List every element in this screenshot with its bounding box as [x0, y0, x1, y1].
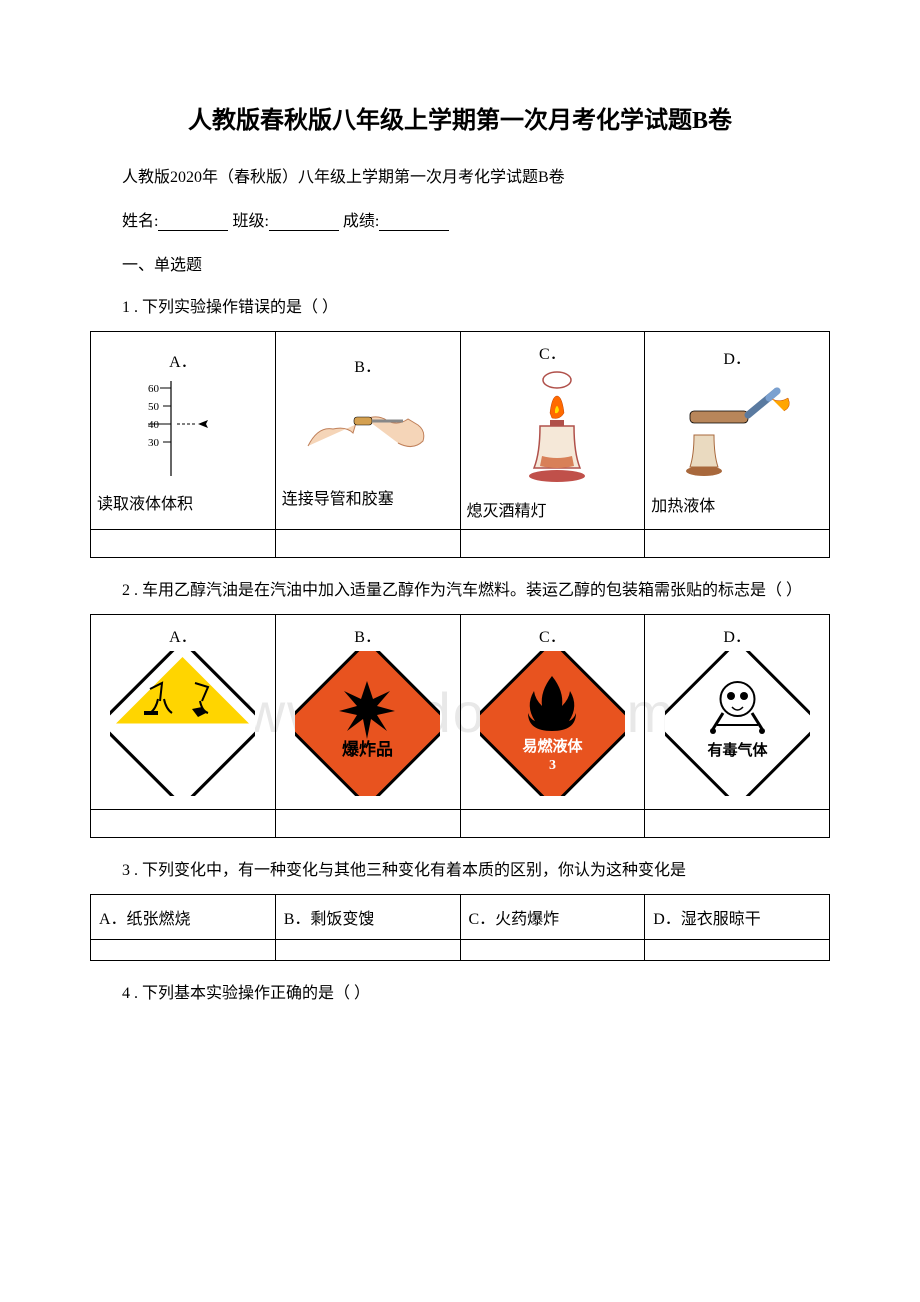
- svg-text:50: 50: [148, 401, 160, 413]
- q2-c-label: C．: [467, 623, 639, 647]
- class-label: 班级:: [232, 213, 268, 230]
- alcohol-lamp-icon: [502, 368, 602, 488]
- heat-liquid-icon: [672, 373, 802, 483]
- question-1-table: A． 60 50 40 30 读取液体体积 B．: [90, 331, 830, 558]
- q1-d-label: D．: [651, 345, 823, 369]
- q2-b-label: B．: [282, 623, 454, 647]
- question-3-text: 3 . 下列变化中，有一种变化与其他三种变化有着本质的区别，你认为这种变化是: [90, 856, 830, 880]
- q1-d-caption: 加热液体: [651, 488, 823, 516]
- form-line: 姓名: 班级: 成绩:: [90, 207, 830, 231]
- q1-b-label: B．: [282, 353, 454, 377]
- name-label: 姓名:: [122, 213, 158, 230]
- question-2-table: A． 腐蚀品 8 B．: [90, 614, 830, 838]
- subtitle: 人教版2020年（春秋版）八年级上学期第一次月考化学试题B卷: [90, 163, 830, 187]
- q2-d-label: D．: [651, 623, 823, 647]
- svg-text:8: 8: [179, 755, 187, 771]
- page-content: 人教版春秋版八年级上学期第一次月考化学试题B卷 人教版2020年（春秋版）八年级…: [90, 100, 830, 1003]
- connect-tube-icon: [298, 381, 438, 476]
- q1-a-label: A．: [97, 348, 269, 372]
- q3-option-a: A．纸张燃烧: [91, 895, 276, 940]
- question-4-text: 4 . 下列基本实验操作正确的是（ ）: [90, 979, 830, 1003]
- class-blank: [269, 213, 339, 231]
- q3-option-c: C．火药爆炸: [460, 895, 645, 940]
- question-3-table: A．纸张燃烧 B．剩饭变馊 C．火药爆炸 D．湿衣服晾干: [90, 894, 830, 961]
- q1-b-caption: 连接导管和胶塞: [282, 481, 454, 509]
- q1-c-caption: 熄灭酒精灯: [467, 493, 639, 521]
- svg-text:30: 30: [148, 437, 160, 449]
- svg-text:有毒气体: 有毒气体: [707, 741, 768, 759]
- score-blank: [379, 213, 449, 231]
- q1-c-label: C．: [467, 340, 639, 364]
- svg-text:40: 40: [148, 419, 160, 431]
- score-label: 成绩:: [343, 213, 379, 230]
- graduated-cylinder-icon: 60 50 40 30: [148, 376, 218, 481]
- explosive-sign-icon: 爆炸品: [295, 651, 440, 796]
- name-blank: [158, 213, 228, 231]
- section-heading: 一、单选题: [90, 251, 830, 275]
- svg-text:60: 60: [148, 383, 160, 395]
- q3-option-b: B．剩饭变馊: [275, 895, 460, 940]
- svg-text:爆炸品: 爆炸品: [342, 739, 393, 759]
- q1-a-caption: 读取液体体积: [97, 486, 269, 514]
- question-1-text: 1 . 下列实验操作错误的是（ ）: [90, 293, 830, 317]
- svg-text:3: 3: [549, 758, 556, 773]
- svg-text:腐蚀品: 腐蚀品: [157, 730, 208, 750]
- page-title: 人教版春秋版八年级上学期第一次月考化学试题B卷: [90, 100, 830, 135]
- svg-text:易燃液体: 易燃液体: [522, 737, 583, 755]
- corrosive-sign-icon: 腐蚀品 8: [110, 651, 255, 796]
- toxic-gas-sign-icon: 有毒气体: [665, 651, 810, 796]
- question-2-text: 2 . 车用乙醇汽油是在汽油中加入适量乙醇作为汽车燃料。装运乙醇的包装箱需张贴的…: [90, 576, 830, 600]
- flammable-liquid-sign-icon: 易燃液体 3: [480, 651, 625, 796]
- q2-a-label: A．: [97, 623, 269, 647]
- q3-option-d: D．湿衣服晾干: [645, 895, 830, 940]
